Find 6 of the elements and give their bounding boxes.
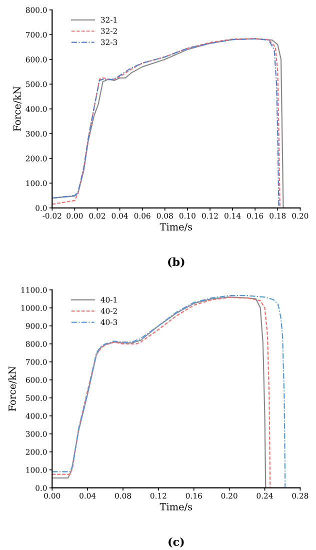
y-axis-title: Force/kN	[8, 366, 17, 412]
y-axis-title: Force/kN	[13, 86, 22, 132]
text: (c)	[168, 537, 184, 548]
text: (b)	[168, 257, 184, 268]
x-axis-title: Time/s	[160, 503, 192, 512]
x-axis-title: Time/s	[160, 223, 192, 232]
